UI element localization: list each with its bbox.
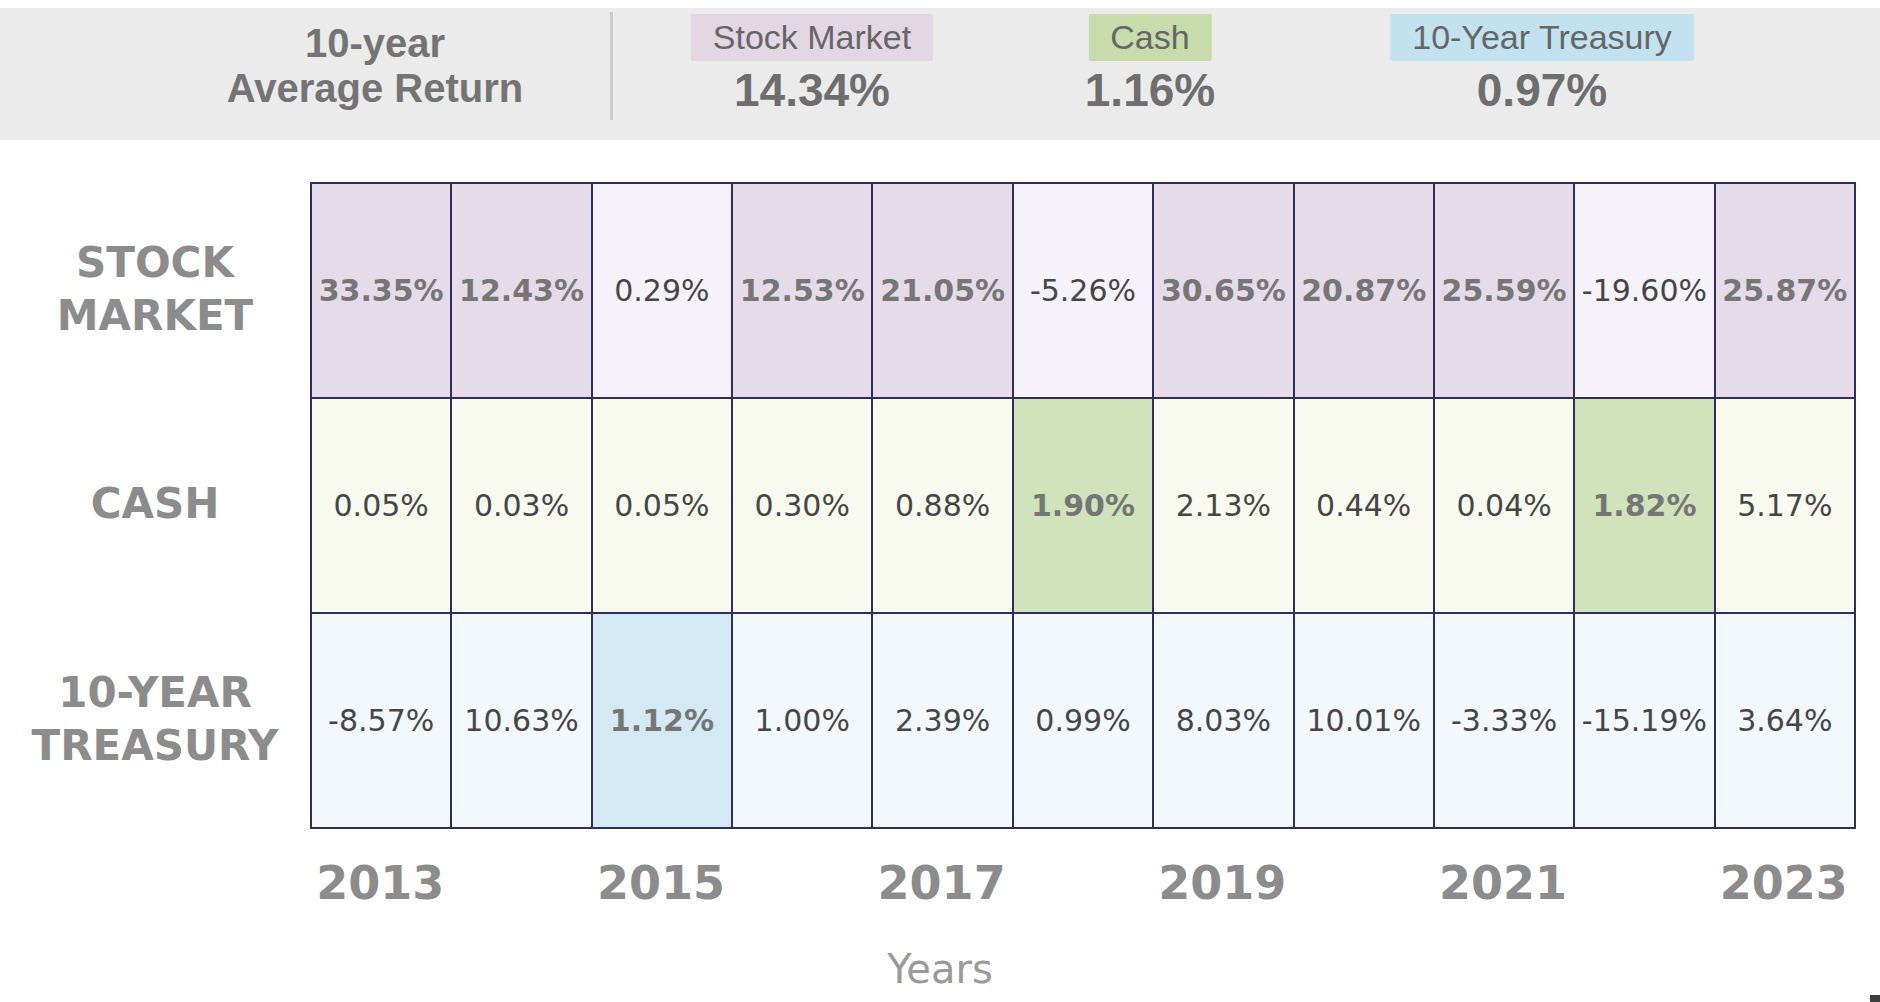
cell-treasury-2014: 10.63% <box>451 613 591 828</box>
year-tick-2021: 2021 <box>1433 856 1573 910</box>
row-label-stock-market-line2: MARKET <box>0 290 310 343</box>
legend-item-10-year-treasury: 10-Year Treasury 0.97% <box>1390 14 1694 117</box>
cell-treasury-2013: -8.57% <box>311 613 451 828</box>
chart-title-line2: Average Return <box>150 66 600 111</box>
cell-treasury-2022: -15.19% <box>1574 613 1714 828</box>
x-axis-label: Years <box>0 946 1880 992</box>
row-label-stock-market-line1: STOCK <box>0 237 310 290</box>
cell-treasury-2018: 0.99% <box>1013 613 1153 828</box>
year-tick-2023: 2023 <box>1714 856 1854 910</box>
cell-treasury-2023: 3.64% <box>1715 613 1855 828</box>
cell-treasury-2015: 1.12% <box>592 613 732 828</box>
cell-cash-2013: 0.05% <box>311 398 451 613</box>
cell-stock-2020: 20.87% <box>1294 183 1434 398</box>
cell-treasury-2019: 8.03% <box>1153 613 1293 828</box>
legend-chip-10-year-treasury: 10-Year Treasury <box>1390 14 1694 61</box>
legend-chip-stock-market: Stock Market <box>691 14 933 61</box>
cell-cash-2017: 0.88% <box>872 398 1012 613</box>
cell-stock-2017: 21.05% <box>872 183 1012 398</box>
cell-treasury-2016: 1.00% <box>732 613 872 828</box>
cell-treasury-2017: 2.39% <box>872 613 1012 828</box>
header-divider <box>610 12 613 120</box>
row-label-stock-market: STOCK MARKET <box>0 182 310 397</box>
row-label-cash-line1: CASH <box>0 478 310 531</box>
cell-cash-2014: 0.03% <box>451 398 591 613</box>
row-label-10-year-treasury-line2: TREASURY <box>0 720 310 773</box>
x-axis-ticks: 2013 2015 2017 2019 2021 2023 <box>310 856 1854 910</box>
legend-item-cash: Cash 1.16% <box>1085 14 1215 117</box>
cell-cash-2015: 0.05% <box>592 398 732 613</box>
cell-stock-2015: 0.29% <box>592 183 732 398</box>
row-label-10-year-treasury-line1: 10-YEAR <box>0 667 310 720</box>
cell-stock-2021: 25.59% <box>1434 183 1574 398</box>
cell-cash-2018: 1.90% <box>1013 398 1153 613</box>
legend-chip-cash: Cash <box>1088 14 1211 61</box>
cell-cash-2023: 5.17% <box>1715 398 1855 613</box>
chart-title-line1: 10-year <box>150 21 600 66</box>
chart-title: 10-year Average Return <box>150 0 600 132</box>
cell-treasury-2020: 10.01% <box>1294 613 1434 828</box>
year-tick-2019: 2019 <box>1152 856 1292 910</box>
cell-stock-2018: -5.26% <box>1013 183 1153 398</box>
legend-item-stock-market: Stock Market 14.34% <box>691 14 933 117</box>
cell-cash-2016: 0.30% <box>732 398 872 613</box>
legend-value-10-year-treasury: 0.97% <box>1477 63 1607 117</box>
row-label-cash: CASH <box>0 397 310 612</box>
cell-stock-2023: 25.87% <box>1715 183 1855 398</box>
cell-cash-2020: 0.44% <box>1294 398 1434 613</box>
cell-stock-2022: -19.60% <box>1574 183 1714 398</box>
year-tick-2015: 2015 <box>591 856 731 910</box>
legend-value-stock-market: 14.34% <box>734 63 890 117</box>
cell-cash-2019: 2.13% <box>1153 398 1293 613</box>
year-tick-2013: 2013 <box>310 856 450 910</box>
legend-value-cash: 1.16% <box>1085 63 1215 117</box>
corner-mark <box>1870 995 1880 1002</box>
table-grid: 33.35%12.43%0.29%12.53%21.05%-5.26%30.65… <box>310 182 1856 829</box>
cell-stock-2013: 33.35% <box>311 183 451 398</box>
cell-cash-2022: 1.82% <box>1574 398 1714 613</box>
cell-stock-2014: 12.43% <box>451 183 591 398</box>
cell-cash-2021: 0.04% <box>1434 398 1574 613</box>
cell-stock-2019: 30.65% <box>1153 183 1293 398</box>
cell-treasury-2021: -3.33% <box>1434 613 1574 828</box>
cell-stock-2016: 12.53% <box>732 183 872 398</box>
row-label-10-year-treasury: 10-YEAR TREASURY <box>0 612 310 827</box>
year-tick-2017: 2017 <box>871 856 1011 910</box>
